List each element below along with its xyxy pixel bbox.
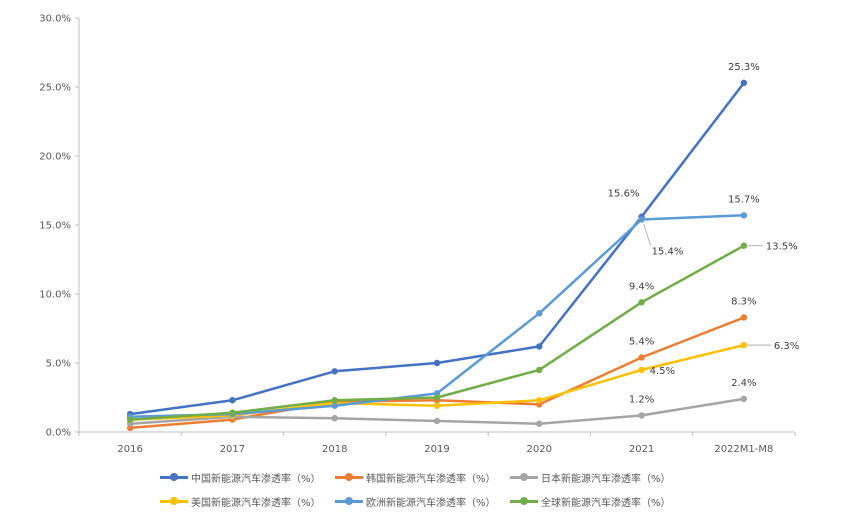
data-label: 4.5% bbox=[650, 366, 675, 377]
data-point bbox=[536, 343, 543, 350]
x-tick-label: 2018 bbox=[322, 444, 347, 455]
data-point bbox=[229, 409, 236, 416]
legend-label: 日本新能源汽车渗透率（%） bbox=[541, 473, 671, 485]
data-point bbox=[229, 397, 236, 404]
legend-label: 全球新能源汽车渗透率（%） bbox=[541, 497, 671, 509]
data-point bbox=[536, 310, 543, 317]
data-point bbox=[433, 359, 441, 367]
series-points bbox=[126, 79, 748, 432]
legend-item: 中国新能源汽车渗透率（%） bbox=[160, 470, 321, 485]
legend-item: 美国新能源汽车渗透率（%） bbox=[160, 494, 321, 509]
data-point bbox=[740, 79, 748, 87]
y-tick-label: 0.0% bbox=[46, 428, 71, 439]
data-label: 6.3% bbox=[774, 341, 799, 352]
legend-swatch bbox=[335, 470, 363, 484]
data-point bbox=[331, 397, 338, 404]
data-point bbox=[331, 368, 338, 375]
legend-swatch bbox=[160, 494, 188, 508]
data-point bbox=[638, 216, 645, 223]
data-point bbox=[740, 212, 748, 219]
data-labels: 15.6% 25.3% 5.4% 8.3% 1.2% 2.4% 4.5% 6.3% 15.4% 1… bbox=[608, 62, 800, 406]
data-point bbox=[638, 299, 645, 306]
legend-label: 中国新能源汽车渗透率（%） bbox=[191, 473, 321, 485]
data-label: 15.7% bbox=[728, 194, 760, 205]
data-label: 13.5% bbox=[766, 242, 798, 253]
axis-ticks: 0.0% 5.0% 10.0% 15.0% 20.0% 25.0% 30.0% 2016 201… bbox=[39, 14, 796, 455]
data-label: 15.6% bbox=[608, 189, 640, 200]
data-label: 1.2% bbox=[629, 394, 654, 405]
data-point bbox=[536, 420, 543, 427]
legend-item: 日本新能源汽车渗透率（%） bbox=[510, 470, 671, 485]
data-point bbox=[638, 366, 645, 374]
legend-item: 韩国新能源汽车渗透率（%） bbox=[335, 470, 496, 485]
x-tick-label: 2016 bbox=[117, 444, 142, 455]
x-tick-label: 2021 bbox=[629, 444, 654, 455]
x-tick-label: 2020 bbox=[527, 444, 552, 455]
data-point bbox=[433, 394, 441, 401]
data-point bbox=[740, 395, 748, 403]
y-tick-label: 25.0% bbox=[39, 83, 71, 94]
data-point bbox=[331, 402, 338, 409]
legend-item: 欧洲新能源汽车渗透率（%） bbox=[335, 494, 496, 509]
y-tick-label: 15.0% bbox=[39, 221, 71, 232]
data-label: 25.3% bbox=[728, 62, 760, 73]
legend-swatch bbox=[335, 494, 363, 508]
x-tick-label: 2019 bbox=[424, 444, 449, 455]
x-tick-label: 2022M1-M8 bbox=[714, 444, 773, 455]
legend-swatch bbox=[510, 470, 538, 484]
legend-swatch bbox=[510, 494, 538, 508]
data-point bbox=[536, 397, 543, 404]
data-label: 2.4% bbox=[731, 378, 756, 389]
data-point bbox=[740, 314, 748, 321]
data-point bbox=[126, 416, 134, 423]
data-point bbox=[536, 366, 543, 374]
data-point bbox=[638, 412, 645, 419]
data-point bbox=[740, 341, 748, 349]
legend-item: 全球新能源汽车渗透率（%） bbox=[510, 494, 671, 509]
legend-label: 美国新能源汽车渗透率（%） bbox=[191, 497, 321, 509]
legend-label: 韩国新能源汽车渗透率（%） bbox=[366, 473, 496, 485]
leader-line bbox=[643, 223, 651, 246]
y-tick-label: 5.0% bbox=[46, 359, 71, 370]
legend-label: 欧洲新能源汽车渗透率（%） bbox=[366, 497, 496, 509]
data-label: 5.4% bbox=[629, 336, 654, 347]
data-point bbox=[740, 242, 748, 249]
data-point bbox=[433, 417, 441, 425]
data-label: 15.4% bbox=[652, 246, 684, 257]
y-tick-label: 10.0% bbox=[39, 290, 71, 301]
y-tick-label: 20.0% bbox=[39, 152, 71, 163]
y-tick-label: 30.0% bbox=[39, 14, 71, 25]
data-label: 9.4% bbox=[629, 281, 654, 292]
legend-swatch bbox=[160, 470, 188, 484]
data-point bbox=[331, 415, 338, 422]
axes bbox=[78, 18, 795, 433]
x-tick-label: 2017 bbox=[220, 444, 245, 455]
data-point bbox=[638, 354, 645, 361]
data-label: 8.3% bbox=[731, 296, 756, 307]
data-point bbox=[433, 402, 441, 409]
